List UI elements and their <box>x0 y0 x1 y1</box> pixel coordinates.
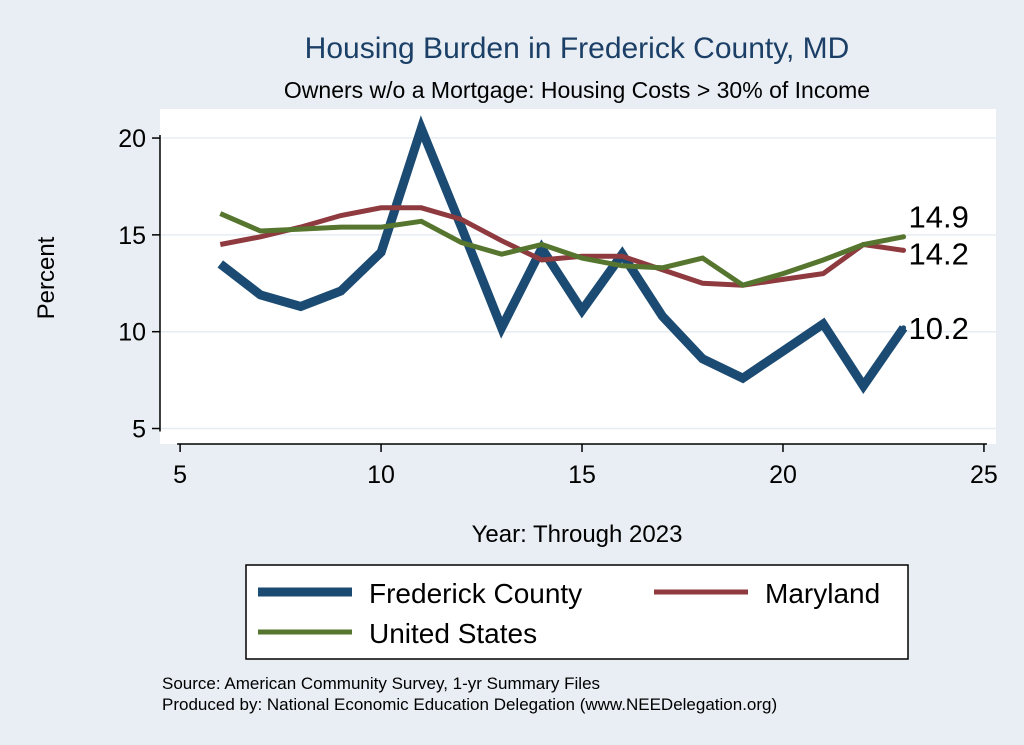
end-label-frederick-county: 10.2 <box>909 311 969 346</box>
plot-area <box>160 109 996 444</box>
producer-note: Produced by: National Economic Education… <box>162 695 777 714</box>
y-tick-label-5: 5 <box>132 416 146 444</box>
y-axis-title: Percent <box>33 236 60 319</box>
y-tick-label-15: 15 <box>118 222 146 250</box>
end-point-maryland <box>901 247 907 253</box>
legend-label-maryland: Maryland <box>765 578 880 609</box>
legend-box <box>245 564 909 660</box>
x-axis-title: Year: Through 2023 <box>472 521 683 548</box>
series-line-maryland <box>219 205 904 288</box>
end-point-frederick-county <box>901 325 907 331</box>
x-tick-label-15: 15 <box>568 461 596 489</box>
x-tick-label-10: 10 <box>367 461 395 489</box>
end-point-united-states <box>901 234 907 240</box>
end-label-maryland: 14.2 <box>909 236 969 271</box>
y-tick-label-10: 10 <box>118 319 146 347</box>
end-label-united-states: 14.9 <box>909 199 969 234</box>
series-line-united-states <box>219 211 905 288</box>
chart-subtitle: Owners w/o a Mortgage: Housing Costs > 3… <box>284 77 870 103</box>
legend-label-united-states: United States <box>369 618 537 649</box>
axes: 5 10 15 20 5 10 15 20 25 <box>118 125 998 489</box>
legend: Frederick County Maryland United States <box>245 564 909 660</box>
series-lines <box>217 115 908 394</box>
x-tick-label-20: 20 <box>769 461 797 489</box>
x-tick-label-5: 5 <box>173 461 187 489</box>
source-note: Source: American Community Survey, 1-yr … <box>162 674 600 693</box>
legend-label-frederick-county: Frederick County <box>369 578 582 609</box>
y-tick-label-20: 20 <box>118 125 146 153</box>
chart-title: Housing Burden in Frederick County, MD <box>305 32 850 65</box>
x-tick-label-25: 25 <box>970 461 998 489</box>
series-line-frederick-county <box>217 115 908 394</box>
grid-lines <box>160 137 996 430</box>
end-labels: 10.2 14.214.9 <box>901 199 969 346</box>
